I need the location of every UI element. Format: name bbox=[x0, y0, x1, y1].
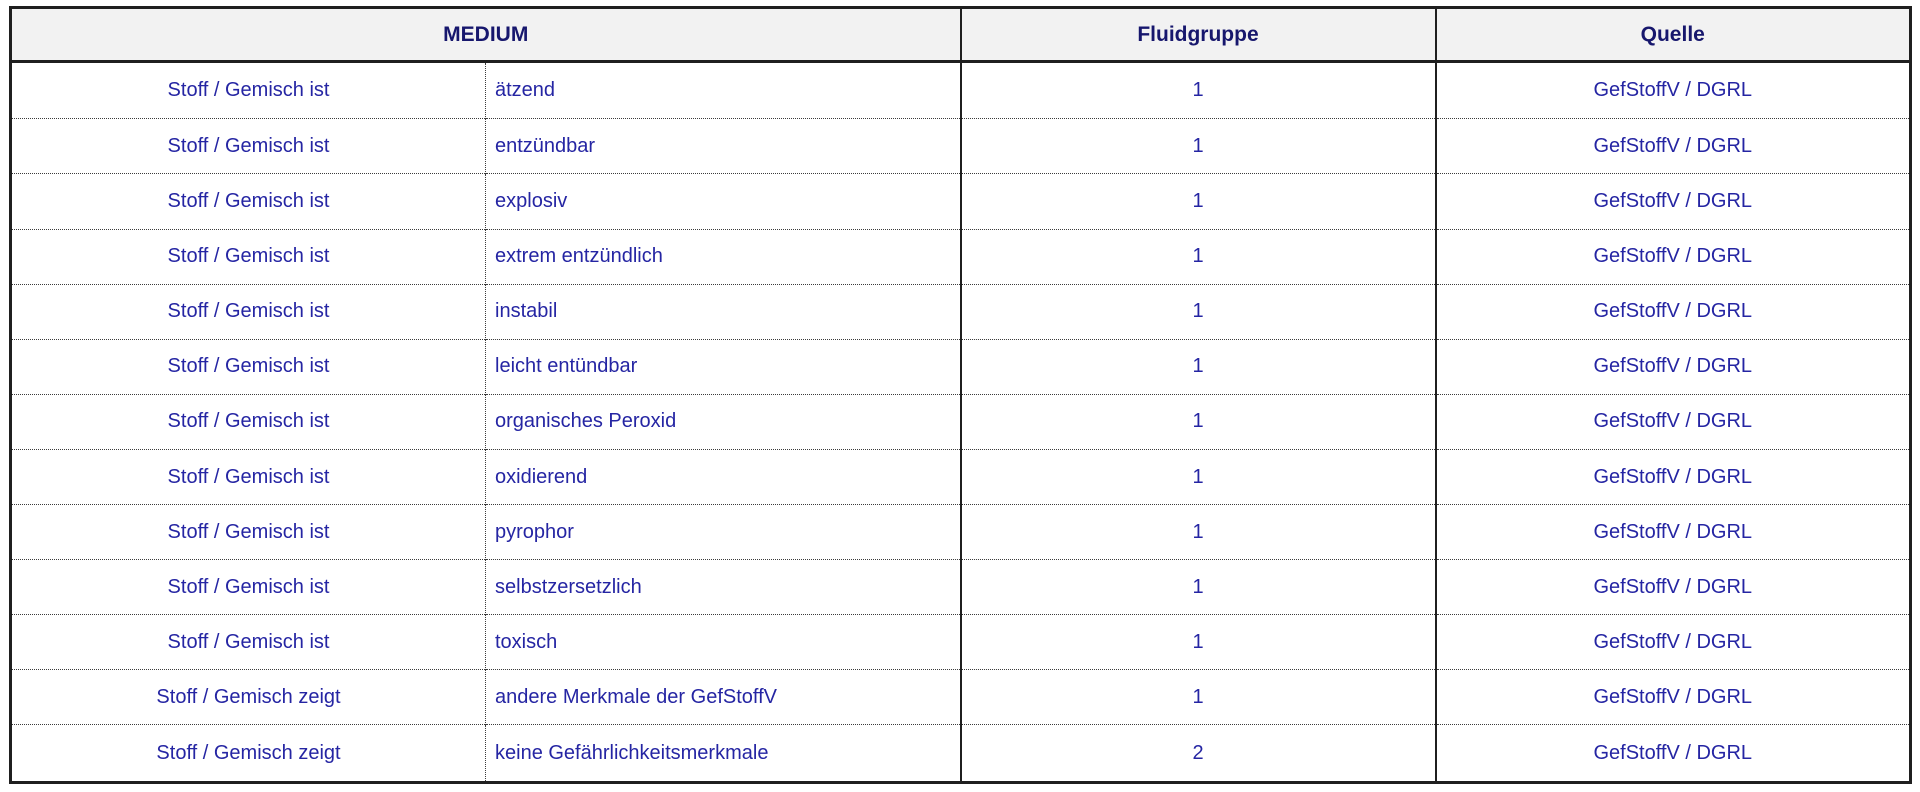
quelle-cell: GefStoffV / DGRL bbox=[1434, 614, 1911, 670]
medium-subject-cell: Stoff / Gemisch ist bbox=[10, 283, 486, 340]
quelle-cell: GefStoffV / DGRL bbox=[1434, 283, 1911, 340]
fluidgruppe-cell: 1 bbox=[959, 559, 1436, 615]
medium-property-cell: instabil bbox=[485, 283, 961, 340]
medium-subject-cell: Stoff / Gemisch ist bbox=[10, 448, 486, 505]
column-header-fluidgruppe: Fluidgruppe bbox=[959, 7, 1436, 63]
medium-property-cell: organisches Peroxid bbox=[485, 393, 961, 450]
table-row: Stoff / Gemisch ist oxidierend 1 GefStof… bbox=[10, 448, 1911, 505]
medium-subject-cell: Stoff / Gemisch ist bbox=[10, 338, 486, 395]
fluidgruppe-cell: 1 bbox=[959, 393, 1436, 450]
quelle-cell: GefStoffV / DGRL bbox=[1434, 228, 1911, 285]
medium-subject-cell: Stoff / Gemisch ist bbox=[10, 614, 486, 670]
fluidgruppe-cell: 1 bbox=[959, 228, 1436, 285]
table-row: Stoff / Gemisch ist selbstzersetzlich 1 … bbox=[10, 559, 1911, 615]
medium-subject-cell: Stoff / Gemisch ist bbox=[10, 228, 486, 285]
medium-property-cell: entzündbar bbox=[485, 118, 961, 174]
medium-property-cell: oxidierend bbox=[485, 448, 961, 505]
medium-property-cell: explosiv bbox=[485, 173, 961, 230]
quelle-cell: GefStoffV / DGRL bbox=[1434, 559, 1911, 615]
medium-property-cell: keine Gefährlichkeitsmerkmale bbox=[485, 724, 961, 783]
table-row: Stoff / Gemisch zeigt andere Merkmale de… bbox=[10, 669, 1911, 725]
quelle-cell: GefStoffV / DGRL bbox=[1434, 504, 1911, 560]
fluidgruppe-cell: 1 bbox=[959, 669, 1436, 725]
column-header-quelle: Quelle bbox=[1434, 7, 1911, 63]
fluidgruppe-cell: 1 bbox=[959, 283, 1436, 340]
table-row: Stoff / Gemisch ist leicht entündbar 1 G… bbox=[10, 338, 1911, 395]
fluid-group-table: MEDIUM Fluidgruppe Quelle Stoff / Gemisc… bbox=[9, 6, 1912, 784]
medium-property-cell: ätzend bbox=[485, 61, 961, 119]
table-header: MEDIUM Fluidgruppe Quelle bbox=[10, 7, 1911, 63]
fluidgruppe-cell: 1 bbox=[959, 448, 1436, 505]
quelle-cell: GefStoffV / DGRL bbox=[1434, 448, 1911, 505]
table-row: Stoff / Gemisch ist ätzend 1 GefStoffV /… bbox=[11, 61, 1911, 119]
table-body: Stoff / Gemisch ist ätzend 1 GefStoffV /… bbox=[10, 61, 1911, 783]
fluidgruppe-cell: 1 bbox=[959, 614, 1436, 670]
table-row: Stoff / Gemisch ist toxisch 1 GefStoffV … bbox=[10, 614, 1911, 670]
medium-subject-cell: Stoff / Gemisch ist bbox=[167, 79, 330, 102]
medium-subject-cell: Stoff / Gemisch ist bbox=[10, 173, 486, 230]
quelle-cell: GefStoffV / DGRL bbox=[1434, 393, 1911, 450]
table-row: Stoff / Gemisch ist pyrophor 1 GefStoffV… bbox=[10, 504, 1911, 560]
medium-subject-cell: Stoff / Gemisch zeigt bbox=[10, 669, 486, 725]
column-header-medium: MEDIUM bbox=[10, 7, 961, 63]
quelle-cell: GefStoffV / DGRL bbox=[1434, 724, 1911, 783]
quelle-cell: GefStoffV / DGRL bbox=[1434, 61, 1911, 119]
medium-subject-cell: Stoff / Gemisch ist bbox=[10, 118, 486, 174]
medium-subject-cell: Stoff / Gemisch ist bbox=[10, 559, 486, 615]
medium-property-cell: extrem entzündlich bbox=[485, 228, 961, 285]
medium-property-cell: andere Merkmale der GefStoffV bbox=[485, 669, 961, 725]
medium-property-cell: toxisch bbox=[485, 614, 961, 670]
table-row: Stoff / Gemisch ist instabil 1 GefStoffV… bbox=[10, 283, 1911, 340]
table-row: Stoff / Gemisch ist explosiv 1 GefStoffV… bbox=[10, 173, 1911, 230]
fluidgruppe-cell: 1 bbox=[959, 61, 1436, 119]
table-row: Stoff / Gemisch ist organisches Peroxid … bbox=[10, 393, 1911, 450]
table-row: Stoff / Gemisch zeigt keine Gefährlichke… bbox=[10, 724, 1911, 783]
medium-property-cell: selbstzersetzlich bbox=[485, 559, 961, 615]
medium-fluidgruppe-table: MEDIUM Fluidgruppe Quelle Stoff / Gemisc… bbox=[9, 6, 1912, 784]
fluidgruppe-cell: 1 bbox=[959, 504, 1436, 560]
fluidgruppe-cell: 2 bbox=[959, 724, 1436, 783]
medium-subject-cell: Stoff / Gemisch ist bbox=[10, 504, 486, 560]
fluidgruppe-cell: 1 bbox=[959, 173, 1436, 230]
quelle-cell: GefStoffV / DGRL bbox=[1434, 173, 1911, 230]
quelle-cell: GefStoffV / DGRL bbox=[1434, 118, 1911, 174]
quelle-cell: GefStoffV / DGRL bbox=[1434, 338, 1911, 395]
table-row: Stoff / Gemisch ist entzündbar 1 GefStof… bbox=[10, 118, 1911, 174]
medium-subject-cell: Stoff / Gemisch zeigt bbox=[10, 724, 486, 783]
medium-property-cell: pyrophor bbox=[485, 504, 961, 560]
fluidgruppe-cell: 1 bbox=[959, 338, 1436, 395]
table-row: Stoff / Gemisch ist extrem entzündlich 1… bbox=[10, 228, 1911, 285]
header-row: MEDIUM Fluidgruppe Quelle bbox=[10, 7, 1911, 63]
medium-property-cell: leicht entündbar bbox=[485, 338, 961, 395]
quelle-cell: GefStoffV / DGRL bbox=[1434, 669, 1911, 725]
fluidgruppe-cell: 1 bbox=[959, 118, 1436, 174]
medium-subject-cell: Stoff / Gemisch ist bbox=[10, 393, 486, 450]
